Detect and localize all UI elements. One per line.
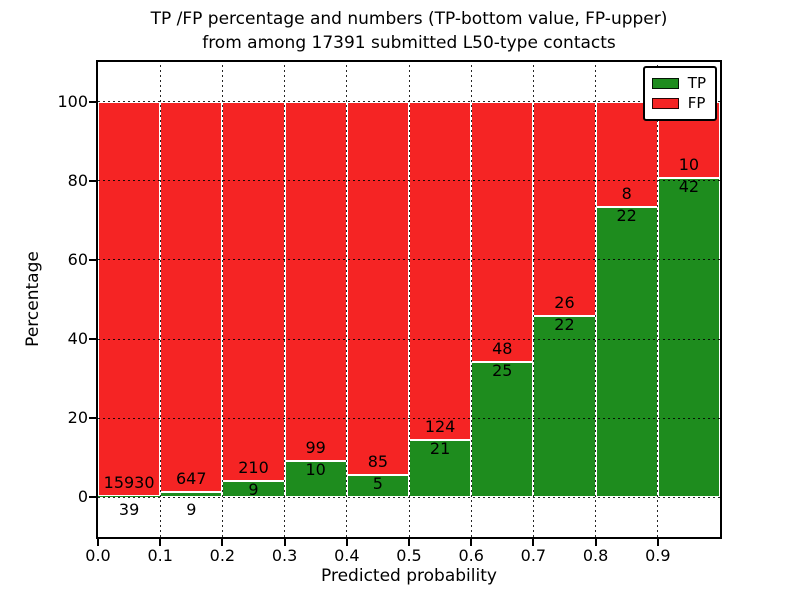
y-tick-mark [89, 338, 96, 341]
bar-segment-fp [222, 101, 285, 482]
bar-count-tp: 9 [186, 500, 197, 520]
bar-segment-tp [657, 177, 720, 498]
bar-segment-fp [160, 101, 223, 492]
x-tick-mark [594, 539, 597, 546]
bar-count-tp: 21 [429, 439, 451, 459]
bar-segment-tp [471, 361, 534, 498]
x-tick-label: 0.8 [582, 546, 609, 565]
bar-count-fp: 99 [305, 438, 326, 458]
y-tick-mark [89, 496, 96, 499]
gridline-vertical [346, 62, 348, 537]
chart-title: TP /FP percentage and numbers (TP-bottom… [98, 7, 720, 55]
bar-segment-tp [160, 491, 223, 498]
y-tick-mark [89, 100, 96, 103]
legend-swatch-tp-icon [651, 78, 679, 89]
bar-segment-fp [284, 101, 347, 462]
x-tick-label: 0.7 [520, 546, 547, 565]
x-tick-mark [408, 539, 410, 546]
legend-swatch-fp-icon [651, 98, 679, 109]
legend: TP FP [642, 66, 717, 121]
x-tick-mark [97, 539, 99, 546]
gridline-vertical [657, 62, 659, 537]
bar-segment-tp [533, 316, 596, 498]
bar-count-tp: 22 [616, 206, 637, 226]
x-tick-label: 0.1 [147, 546, 173, 565]
plot-area: TP FP 15930 39 647 9 210 9 99 10 85 5 124 21 48 25 26 2… [96, 60, 722, 539]
x-tick-mark [656, 539, 659, 546]
y-tick-label: 60 [67, 249, 88, 269]
bar-count-fp: 647 [176, 468, 207, 488]
bar-count-tp: 22 [554, 315, 575, 334]
x-tick-label: 0.3 [271, 546, 298, 565]
x-tick-label: 0.9 [645, 546, 671, 565]
chart-title-line1: TP /FP percentage and numbers (TP-bottom… [150, 9, 668, 29]
bar-count-fp: 15930 [103, 473, 155, 493]
bar-segment-fp [98, 101, 161, 497]
bar-segment-fp [471, 101, 534, 362]
y-tick-label: 100 [57, 91, 88, 111]
chart-title-line2: from among 17391 submitted L50-type cont… [202, 33, 616, 53]
x-tick-label: 0.4 [334, 546, 360, 565]
x-tick-mark [345, 539, 348, 546]
gridline-vertical [284, 62, 286, 537]
y-tick-label: 80 [67, 170, 88, 190]
x-tick-mark [283, 539, 286, 546]
y-tick-label: 40 [67, 329, 88, 349]
y-tick-mark [89, 258, 96, 261]
bar-count-fp: 48 [492, 338, 513, 358]
x-tick-mark [159, 539, 162, 546]
bar-count-tp: 25 [492, 360, 513, 380]
bar-count-fp: 210 [238, 458, 269, 478]
x-tick-label: 0.0 [85, 546, 111, 565]
y-tick-mark [89, 417, 96, 420]
gridline-vertical [470, 62, 472, 537]
bar-count-fp: 8 [621, 184, 632, 204]
legend-label-fp: FP [687, 94, 706, 112]
gridline-vertical [221, 62, 223, 537]
legend-entry-tp: TP [651, 74, 706, 92]
legend-entry-fp: FP [651, 94, 706, 112]
bar-count-tp: 10 [305, 460, 326, 480]
bar-segment-tp [222, 481, 285, 498]
y-tick-mark [89, 179, 96, 182]
bar-count-tp: 9 [248, 480, 259, 500]
y-tick-label: 0 [77, 487, 88, 507]
bar-count-fp: 124 [424, 417, 456, 437]
bar-segment-fp [533, 101, 596, 316]
bar-count-fp: 85 [367, 452, 389, 472]
legend-label-tp: TP [687, 74, 706, 92]
x-tick-mark [532, 539, 535, 546]
bar-segment-tp [284, 461, 347, 498]
gridline-vertical [159, 62, 161, 537]
x-tick-mark [470, 539, 473, 546]
x-tick-label: 0.2 [209, 546, 236, 565]
bar-segment-tp [595, 207, 658, 498]
bar-segment-tp [409, 440, 472, 498]
bar-segment-fp [409, 101, 472, 441]
x-tick-label: 0.5 [396, 546, 422, 565]
x-axis-label: Predicted probability [321, 566, 497, 586]
bar-count-fp: 26 [554, 293, 575, 312]
bar-count-tp: 39 [118, 500, 140, 520]
bar-count-tp: 42 [678, 176, 700, 196]
bar-count-tp: 5 [372, 474, 383, 494]
gridline-vertical [408, 62, 410, 537]
gridline-vertical [595, 62, 597, 537]
x-tick-label: 0.6 [458, 546, 484, 565]
x-tick-mark [221, 539, 224, 546]
y-tick-label: 20 [67, 408, 88, 428]
bar-count-fp: 10 [678, 154, 700, 174]
bar-segment-fp [346, 101, 409, 476]
gridline-vertical [532, 62, 534, 537]
